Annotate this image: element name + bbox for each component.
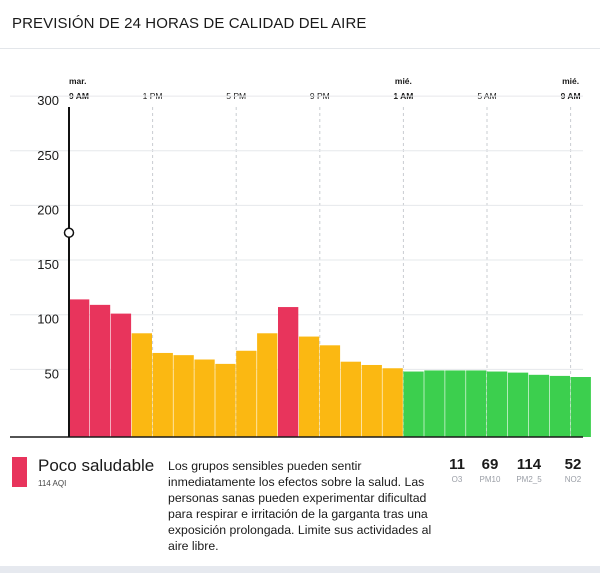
aqi-bar bbox=[403, 371, 424, 437]
y-tick-label: 100 bbox=[37, 312, 59, 327]
pollutant-name: NO2 bbox=[564, 475, 582, 484]
aqi-legend: Poco saludable 114 AQI Los grupos sensib… bbox=[0, 452, 600, 562]
aqi-bar bbox=[69, 299, 90, 437]
aqi-bar bbox=[528, 374, 550, 437]
y-tick-label: 50 bbox=[45, 366, 59, 381]
y-tick-label: 250 bbox=[37, 148, 59, 163]
aqi-bar bbox=[173, 355, 194, 437]
x-tick-day: mié. bbox=[562, 76, 579, 86]
aqi-bar bbox=[257, 333, 278, 437]
aqi-bar bbox=[298, 336, 320, 437]
aqi-bar bbox=[549, 375, 570, 437]
y-tick-label: 200 bbox=[37, 202, 59, 217]
aqi-bar bbox=[278, 307, 299, 437]
y-tick-label: 300 bbox=[37, 93, 59, 108]
y-tick-label: 150 bbox=[37, 257, 59, 272]
pollutant-pm10: 69 PM10 bbox=[474, 456, 506, 484]
aqi-bar bbox=[236, 350, 257, 437]
aqi-value: 114 AQI bbox=[38, 479, 67, 488]
aqi-bar bbox=[110, 313, 132, 437]
status-label: Poco saludable bbox=[38, 456, 155, 475]
pollutant-name: O3 bbox=[451, 475, 463, 484]
aqi-bar bbox=[319, 345, 341, 437]
page-title: PREVISIÓN DE 24 HORAS DE CALIDAD DEL AIR… bbox=[12, 15, 367, 32]
aqi-bar bbox=[215, 363, 236, 437]
aqi-bar bbox=[466, 370, 487, 437]
pollutant-name: PM2_5 bbox=[516, 475, 542, 484]
pollutant-name: PM10 bbox=[479, 475, 501, 484]
aqi-bar bbox=[445, 370, 466, 437]
aqi-bar bbox=[194, 359, 215, 437]
pollutant-value: 52 bbox=[564, 456, 582, 473]
aqi-bar bbox=[570, 377, 591, 437]
aqi-bar bbox=[507, 372, 529, 437]
aqi-bar bbox=[89, 304, 111, 437]
health-description: Los grupos sensibles pueden sentir inmed… bbox=[168, 459, 432, 553]
aqi-bar bbox=[382, 368, 403, 437]
current-value-marker bbox=[63, 227, 75, 238]
aqi-bar bbox=[424, 370, 445, 437]
aqi-bar bbox=[340, 361, 361, 437]
pollutant-pm25: 114 PM2_5 bbox=[514, 456, 544, 484]
pollutant-value: 69 bbox=[481, 456, 499, 473]
pollutant-no2: 52 NO2 bbox=[558, 456, 588, 484]
pollutant-value: 11 bbox=[449, 456, 465, 473]
x-tick-day: mié. bbox=[395, 76, 412, 86]
x-tick-day: mar. bbox=[69, 76, 87, 86]
status-color-swatch bbox=[12, 457, 27, 487]
aqi-bar bbox=[487, 371, 508, 437]
header-divider bbox=[0, 48, 600, 49]
pollutant-value: 114 bbox=[516, 456, 542, 473]
aqi-bar bbox=[361, 364, 382, 437]
aqi-bar bbox=[152, 352, 173, 437]
aqi-bar bbox=[131, 333, 152, 437]
pollutant-o3: 11 O3 bbox=[444, 456, 470, 484]
